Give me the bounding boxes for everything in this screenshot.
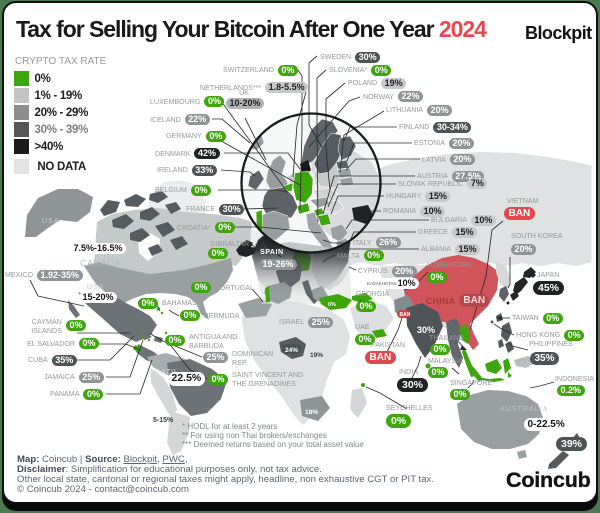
svg-text:24%: 24%	[285, 347, 298, 354]
svg-text:30%: 30%	[417, 325, 435, 335]
svg-text:0%: 0%	[328, 302, 336, 308]
svg-text:5-15%: 5-15%	[153, 417, 174, 424]
svg-text:18%: 18%	[305, 409, 318, 416]
svg-text:19%: 19%	[310, 352, 323, 359]
svg-text:BAN: BAN	[400, 312, 411, 318]
